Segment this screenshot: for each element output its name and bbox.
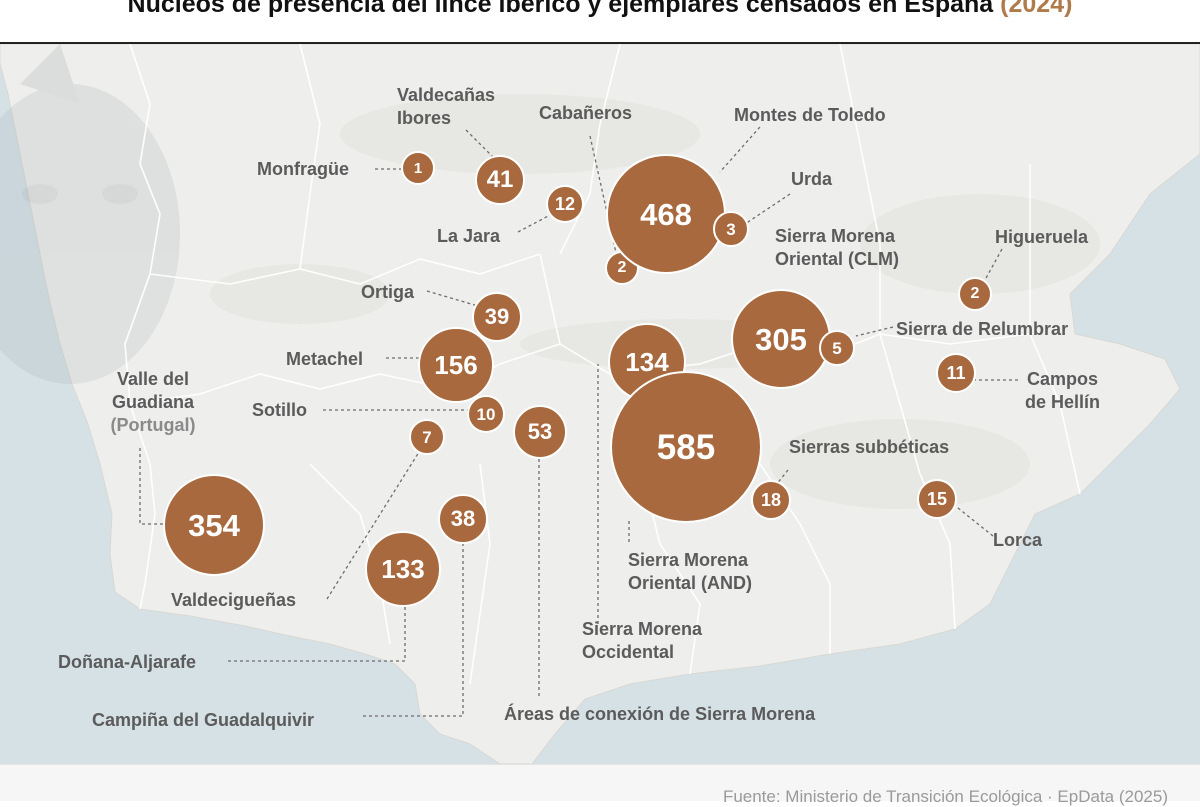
bubble-value: 38: [450, 506, 476, 531]
label-line: Guadiana: [111, 392, 195, 412]
label-line: Valdecañas: [397, 85, 496, 105]
bubble-value: 41: [486, 166, 514, 193]
label-line: (Portugal): [110, 415, 196, 435]
bubble-donana[interactable]: 133: [365, 531, 441, 607]
bubble-campina[interactable]: 38: [438, 494, 488, 544]
label-areas-conexion: Áreas de conexión de Sierra Morena: [504, 704, 816, 724]
bubble-areas-conexion[interactable]: 53: [513, 405, 567, 459]
label-higueruela: Higueruela: [995, 227, 1089, 247]
bubble-value: 15: [926, 489, 948, 509]
bubble-cabaneros[interactable]: 2: [605, 251, 639, 285]
label-line: Sierra Morena: [582, 619, 703, 639]
bubble-smo-and[interactable]: 585: [610, 371, 762, 523]
label-line: de Hellín: [1025, 392, 1101, 412]
label-line: Ibores: [397, 108, 452, 128]
label-valdecanas: Valdecañas Ibores: [397, 84, 495, 130]
bubble-value: 156: [434, 350, 478, 380]
label-la-jara: La Jara: [437, 226, 501, 246]
label-subbeticas: Sierras subbéticas: [789, 437, 950, 457]
bubble-subbeticas[interactable]: 18: [751, 480, 791, 520]
basemap: [0, 44, 1200, 764]
bubble-metachel[interactable]: 156: [418, 327, 494, 403]
bubble-smo-clm[interactable]: 305: [731, 289, 831, 389]
lynx-watermark: [0, 44, 180, 384]
label-line: Occidental: [582, 642, 675, 662]
label-sotillo: Sotillo: [252, 400, 307, 420]
label-montes-toledo: Montes de Toledo: [734, 105, 886, 125]
label-guadiana: Valle del Guadiana (Portugal): [106, 368, 200, 437]
footer-bar: [0, 764, 1200, 801]
bubble-higueruela[interactable]: 2: [958, 277, 992, 311]
bubble-lorca[interactable]: 15: [917, 479, 957, 519]
label-line: Oriental (CLM): [775, 249, 899, 269]
label-campina: Campiña del Guadalquivir: [92, 710, 315, 730]
label-donana: Doñana-Aljarafe: [58, 652, 197, 672]
bubble-value: 2: [617, 259, 627, 276]
title-rule: [0, 42, 1200, 44]
bubble-valdeciguenas[interactable]: 7: [409, 419, 445, 455]
title-year: (2024): [1000, 0, 1073, 18]
bubble-sotillo[interactable]: 10: [467, 395, 505, 433]
label-smo-and: Sierra Morena Oriental (AND): [628, 549, 752, 595]
label-line: Sierra Morena: [628, 550, 749, 570]
label-line: Campos: [1027, 369, 1099, 389]
label-line: Oriental (AND): [628, 573, 753, 593]
label-hellin: Campos de Hellín: [1025, 368, 1100, 414]
bubble-value: 12: [554, 194, 576, 214]
title-main: Núcleos de presencia del lince ibérico y…: [127, 0, 994, 18]
label-valdeciguenas: Valdecigueñas: [171, 590, 297, 610]
bubble-value: 2: [970, 285, 980, 302]
label-metachel: Metachel: [286, 349, 364, 369]
bubble-la-jara[interactable]: 12: [546, 185, 584, 223]
bubble-value: 133: [381, 554, 425, 584]
bubble-value: 585: [656, 427, 716, 467]
label-urda: Urda: [791, 169, 833, 189]
source-note: Fuente: Ministerio de Transición Ecológi…: [722, 787, 1168, 806]
bubble-value: 134: [625, 347, 669, 377]
bubble-urda[interactable]: 3: [713, 211, 749, 247]
bubble-value: 10: [476, 404, 496, 424]
bubble-value: 5: [832, 338, 842, 358]
label-line: Valle del: [116, 369, 190, 389]
label-monfrague: Monfragüe: [257, 159, 349, 179]
label-smo-clm: Sierra Morena Oriental (CLM): [775, 225, 899, 271]
chart-title: Núcleos de presencia del lince ibérico y…: [0, 0, 1200, 34]
bubble-value: 305: [755, 321, 807, 357]
bubble-value: 354: [188, 507, 240, 543]
label-smocc: Sierra Morena Occidental: [582, 618, 702, 664]
bubble-value: 39: [484, 304, 510, 329]
bubble-value: 3: [726, 219, 736, 239]
bubble-value: 1: [413, 159, 423, 177]
bubble-value: 7: [422, 427, 432, 447]
bubble-montes-toledo[interactable]: 468: [606, 154, 726, 274]
leader-lines: [139, 126, 1018, 717]
label-ortiga: Ortiga: [361, 282, 415, 302]
bubble-relumbrar[interactable]: 5: [819, 330, 855, 366]
bubble-value: 18: [760, 490, 782, 510]
label-relumbrar: Sierra de Relumbrar: [896, 319, 1069, 339]
bubble-value: 53: [527, 419, 553, 444]
bubble-guadiana[interactable]: 354: [163, 474, 265, 576]
label-cabaneros: Cabañeros: [539, 103, 633, 123]
map-area: 1 41 12 2 468 3 305 2 5 11 39 156 10 354…: [0, 44, 1200, 764]
bubble-ortiga[interactable]: 39: [472, 292, 522, 342]
label-lorca: Lorca: [993, 530, 1043, 550]
label-line: Sierra Morena: [775, 226, 896, 246]
bubble-hellin[interactable]: 11: [936, 353, 976, 393]
bubble-value: 11: [946, 363, 966, 383]
bubble-value: 468: [640, 196, 692, 232]
bubble-valdecanas[interactable]: 41: [475, 155, 525, 205]
bubble-monfrague[interactable]: 1: [401, 151, 435, 185]
